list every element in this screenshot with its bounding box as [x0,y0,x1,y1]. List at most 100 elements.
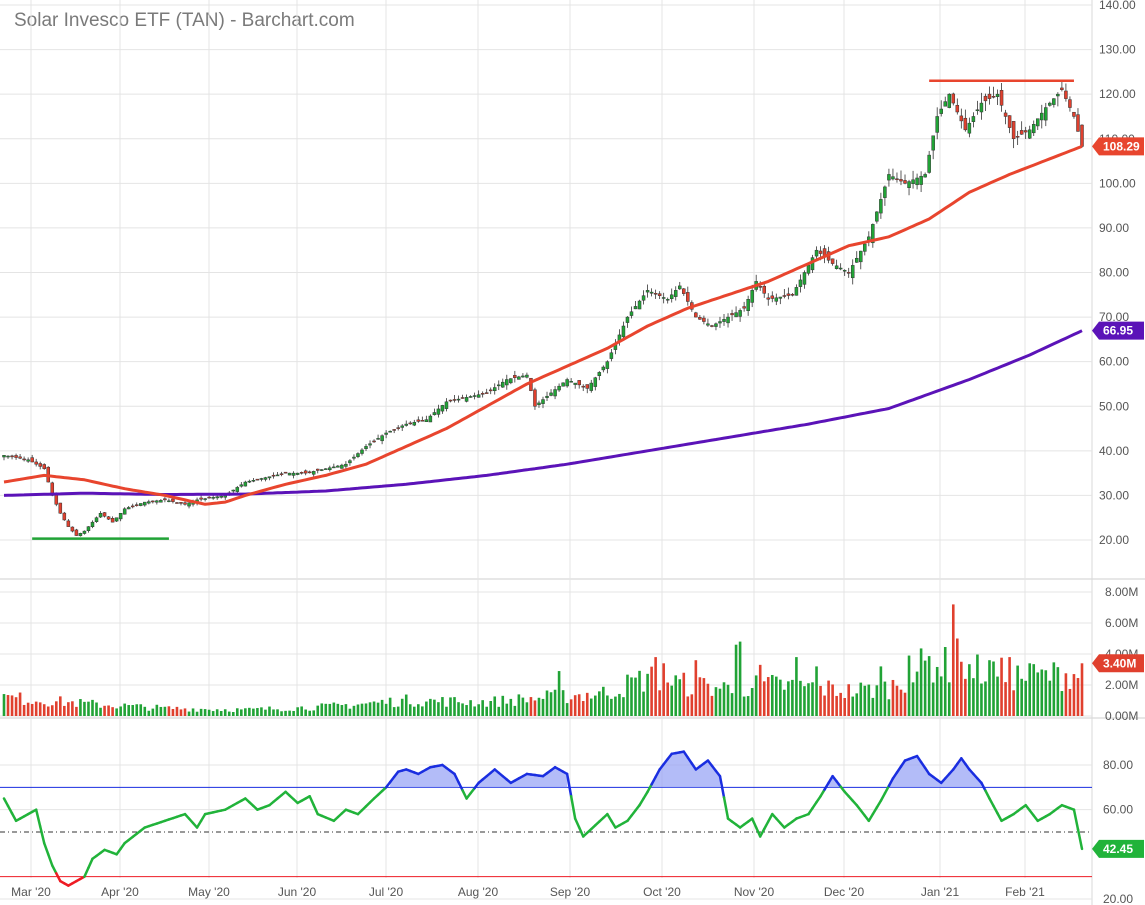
candle [239,484,244,487]
volume-bar [803,686,806,716]
volume-bar [34,701,38,716]
volume-bar [316,705,320,716]
volume-bar [795,657,798,716]
volume-bar [1060,691,1064,716]
candle [279,473,284,475]
volume-bar [175,706,179,716]
volume-bar [533,700,537,716]
candle [673,290,678,297]
volume-bar [123,703,126,716]
volume-bar [593,695,597,716]
candle [1031,124,1036,134]
candle [573,382,577,385]
candle [58,502,63,514]
volume-bar [638,670,641,716]
candle [82,530,87,534]
rsi-line-segment [992,804,999,815]
candle [448,399,453,402]
volume-bar [360,703,364,716]
volume-bar [1056,667,1060,716]
candle [344,463,348,467]
volume-bar [569,699,573,716]
volume-bar [332,702,336,716]
candle [1060,87,1064,90]
candle [255,478,260,481]
chart-title: Solar Invesco ETF (TAN) - Barchart.com [14,10,355,31]
volume-bar [215,709,219,716]
volume-bar [863,685,867,716]
volume-bar [320,703,324,716]
volume-bar [585,692,589,716]
volume-bar [6,695,10,716]
candle [122,508,127,515]
rsi-tick-label: 80.00 [1103,758,1133,772]
rsi-line-segment [6,804,14,815]
candle [854,257,859,263]
volume-bar [151,708,155,716]
volume-bar [99,707,102,716]
candle [151,500,155,503]
rsi-tick-label: 60.00 [1103,803,1133,817]
sma50-line [3,144,1083,506]
candle [187,502,191,507]
candle [770,295,775,299]
candle [420,420,425,422]
candle [923,174,927,178]
volume-bar [453,697,456,716]
volume-bar [791,679,794,716]
candle [171,498,175,502]
volume-bar [119,706,122,716]
volume-bar [489,701,493,716]
candle [62,512,67,521]
volume-bar [956,638,959,716]
candle [1052,98,1056,105]
candle [424,419,429,422]
volume-bar [195,711,199,716]
rsi-line-segment [867,812,875,823]
candle [790,294,795,296]
candle [846,272,851,274]
volume-bar [598,691,601,716]
rsi-line-segment [823,781,830,791]
rsi-line-segment [453,772,460,784]
price-tick-label: 80.00 [1099,266,1129,280]
volume-bar [227,711,231,716]
candle [480,393,485,395]
rsi-line-segment [55,872,62,883]
volume-bar [1040,669,1044,716]
candle [850,265,855,279]
rsi-line-segment [718,774,726,799]
volume-bar [441,697,444,716]
candle [460,397,465,399]
volume-bar [465,705,468,716]
candle [90,521,95,528]
candle [581,385,585,388]
candle [1076,114,1080,132]
rsi-tick-label: 20.00 [1103,892,1133,905]
candle [472,395,477,397]
volume-bar [115,708,118,716]
rsi-line-segment [565,772,573,798]
candle [645,290,650,293]
candle [875,211,879,222]
volume-bar [244,708,247,716]
candle [971,116,976,122]
candle [742,306,746,309]
volume-bar [565,703,569,716]
candle [649,291,654,294]
candle [967,122,972,134]
volume-bar [706,683,710,716]
volume-bar [1072,674,1076,716]
volume-bar [581,701,585,716]
volume-bar [513,705,517,716]
candle [782,295,787,297]
candle [561,382,565,387]
candle [243,481,248,487]
candle [883,186,887,198]
candle [155,500,159,503]
rsi-line-segment [569,795,577,820]
candle [476,394,481,398]
candle [686,292,690,302]
candle [203,498,207,500]
volume-bar [883,681,887,716]
